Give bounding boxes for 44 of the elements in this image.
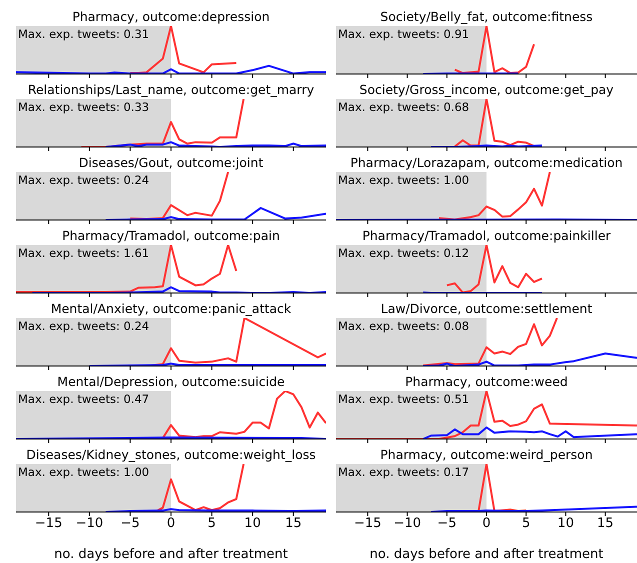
annotation: Max. exp. tweets: 0.47 [18, 392, 150, 406]
chart-title: Law/Divorce, outcome:settlement [380, 300, 594, 318]
x-tick-label: 5 [522, 516, 530, 532]
x-tick-label: 10 [557, 516, 574, 532]
annotation: Max. exp. tweets: 1.00 [338, 173, 470, 187]
chart-title: Diseases/Kidney_stones, outcome:weight_loss [25, 446, 317, 464]
x-axis-title: no. days before and after treatment [54, 547, 288, 562]
x-tick-label: −15 [354, 516, 382, 532]
annotation: Max. exp. tweets: 0.31 [18, 27, 150, 41]
x-tick-label: 0 [482, 516, 491, 532]
x-tick-label: 15 [285, 516, 302, 532]
annotation: Max. exp. tweets: 1.61 [18, 246, 150, 260]
annotation: Max. exp. tweets: 0.51 [338, 392, 470, 406]
chart-title: Pharmacy, outcome:weird_person [379, 446, 594, 464]
chart-title: Pharmacy/Lorazapam, outcome:medication [349, 154, 624, 172]
chart-title: Pharmacy/Tramadol, outcome:painkiller [361, 227, 612, 245]
x-tick-label: 5 [208, 516, 216, 532]
annotation: Max. exp. tweets: 0.24 [18, 319, 150, 333]
x-tick-label: 15 [597, 516, 614, 532]
x-tick-label: −10 [76, 516, 104, 532]
annotation: Max. exp. tweets: 0.91 [338, 27, 470, 41]
x-tick-label: 10 [244, 516, 261, 532]
chart-title: Society/Belly_fat, outcome:fitness [379, 8, 594, 26]
chart-title: Pharmacy/Tramadol, outcome:pain [61, 227, 281, 245]
chart-title: Mental/Anxiety, outcome:panic_attack [50, 300, 292, 318]
annotation: Max. exp. tweets: 1.00 [18, 465, 150, 479]
annotation: Max. exp. tweets: 0.17 [338, 465, 470, 479]
annotation: Max. exp. tweets: 0.68 [338, 100, 470, 114]
x-tick-label: 0 [166, 516, 176, 532]
chart-title: Pharmacy, outcome:weed [404, 373, 569, 391]
annotation: Max. exp. tweets: 0.08 [338, 319, 470, 333]
x-axis-title: no. days before and after treatment [370, 547, 604, 562]
chart-title: Relationships/Last_name, outcome:get_marry [26, 81, 316, 99]
annotation: Max. exp. tweets: 0.24 [18, 173, 150, 187]
chart-title: Society/Gross_income, outcome:get_pay [358, 81, 615, 99]
chart-title: Pharmacy, outcome:depression [71, 8, 271, 26]
chart-title: Mental/Depression, outcome:suicide [56, 373, 286, 391]
x-tick-label: −15 [34, 516, 62, 532]
annotation: Max. exp. tweets: 0.33 [18, 100, 150, 114]
x-tick-label: −10 [394, 516, 422, 532]
chart-title: Diseases/Gout, outcome:joint [78, 154, 264, 172]
annotation: Max. exp. tweets: 0.12 [338, 246, 470, 260]
x-tick-label: −5 [120, 516, 140, 532]
x-tick-label: −5 [437, 516, 456, 532]
